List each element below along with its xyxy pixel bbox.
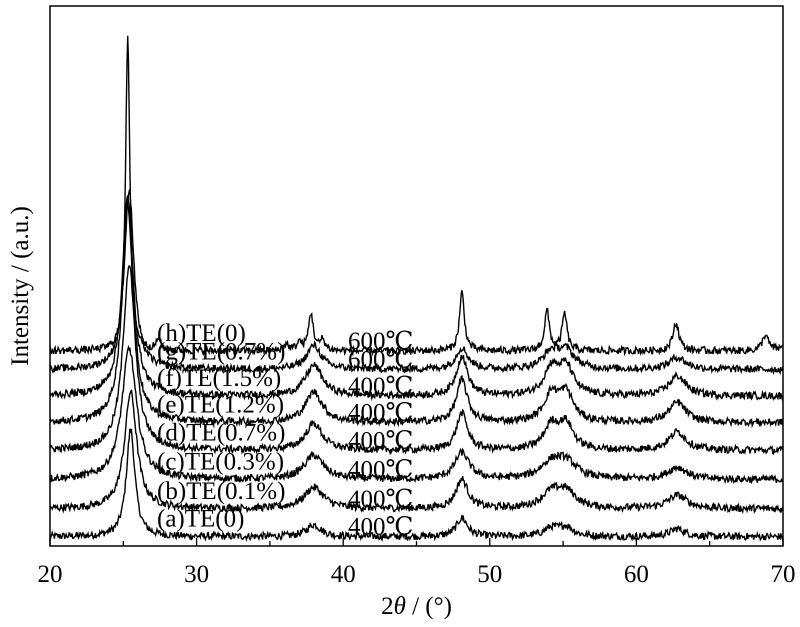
- y-axis-title: Intensity / (a.u.): [7, 206, 34, 366]
- label-layer: (a)TE(0) 400℃ (b)TE(0.1%) 400℃ (c)TE(0.3%) 40…: [157, 320, 413, 541]
- series-temp-a: 400℃: [348, 514, 413, 541]
- series-temp-f: 400℃: [348, 373, 413, 400]
- series-line-c: [49, 344, 784, 485]
- series-temp-e: 400℃: [348, 400, 413, 427]
- series-label-a: (a)TE(0): [157, 506, 244, 533]
- x-tick-label-40: 40: [331, 561, 356, 588]
- x-axis-title-prefix: 2: [381, 593, 394, 620]
- x-tick-label-30: 30: [184, 561, 209, 588]
- series-line-b: [49, 389, 784, 515]
- series-temp-d: 400℃: [348, 427, 413, 454]
- series-line-e: [49, 202, 784, 429]
- series-label-g: (g)TE(0.7%): [157, 339, 285, 366]
- series-label-h: (h)TE(0): [157, 320, 246, 347]
- axes-layer: 20 30 40 50 60 70 2θ / (°) Intensity / (a.u.): [7, 5, 796, 620]
- series-line-g: [49, 187, 784, 376]
- x-tick-label-50: 50: [477, 561, 502, 588]
- series-label-f: (f)TE(1.5%): [157, 365, 281, 392]
- series-temp-c: 400℃: [348, 457, 413, 484]
- series-label-b: (b)TE(0.1%): [157, 478, 285, 505]
- series-label-c: (c)TE(0.3%): [157, 449, 284, 476]
- series-label-e: (e)TE(1.2%): [157, 392, 284, 419]
- series-line-f: [49, 195, 784, 402]
- series-temp-b: 400℃: [348, 486, 413, 513]
- series-layer: [49, 35, 784, 542]
- x-tick-label-70: 70: [771, 561, 796, 588]
- x-tick-label-60: 60: [624, 561, 649, 588]
- series-line-h: [49, 35, 784, 357]
- series-temp-h: 600℃: [348, 328, 413, 355]
- x-axis-title-suffix: / (°): [406, 593, 452, 620]
- x-axis-title: 2θ / (°): [381, 593, 452, 620]
- series-line-d: [49, 264, 784, 456]
- x-axis-title-symbol: θ: [394, 593, 406, 620]
- series-line-a: [49, 428, 784, 542]
- series-temp-g: 600℃: [348, 347, 413, 374]
- series-label-d: (d)TE(0.7%): [157, 419, 285, 446]
- x-tick-label-20: 20: [38, 561, 63, 588]
